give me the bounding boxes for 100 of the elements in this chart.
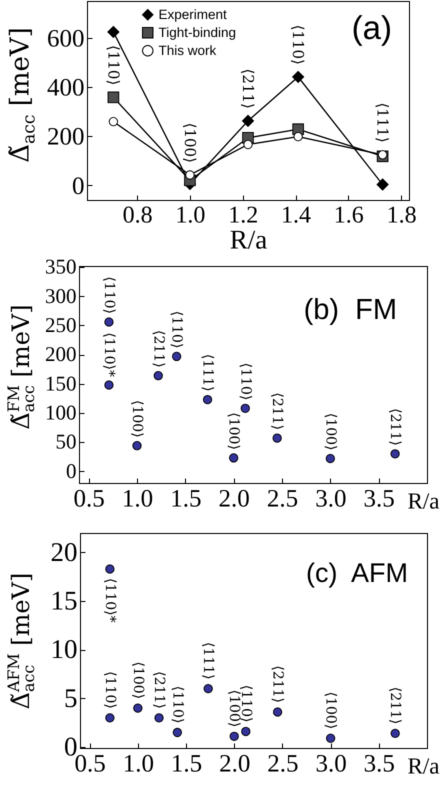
annotation: (c) AFM [306, 558, 408, 588]
point [243, 140, 253, 150]
y-tick-label: 250 [45, 313, 76, 337]
annotation: ⟨111⟩ [200, 642, 216, 680]
point [326, 454, 335, 464]
point [154, 371, 163, 380]
legend-label: This work [158, 42, 217, 58]
x-tick-label: 1.8 [386, 202, 417, 228]
x-tick-label: 1.6 [334, 202, 364, 228]
annotation: ⟨110⟩ [102, 671, 118, 709]
point [378, 150, 388, 160]
point [104, 317, 114, 327]
legend-label: Tight-binding [158, 24, 236, 40]
legend-label: Experiment [158, 6, 228, 22]
point [105, 564, 115, 574]
y-tick-label: 200 [45, 342, 76, 366]
annotation: ⟨110⟩* [102, 578, 118, 623]
y-tick-label: 600 [47, 25, 84, 52]
point [292, 70, 304, 83]
annotation: ⟨211⟩ [270, 665, 286, 704]
annotation: ⟨110⟩ [100, 276, 117, 314]
y-tick-label: 5 [64, 682, 78, 713]
x-tick-label: 3.5 [364, 750, 395, 778]
annotation: ⟨100⟩ [226, 412, 242, 450]
x-tick-label: 2.5 [266, 486, 298, 512]
annotation: ⟨100⟩ [129, 400, 145, 438]
y-tick-label: 150 [45, 371, 76, 396]
point [390, 728, 400, 738]
x-tick-label: 2.5 [267, 750, 299, 778]
annotation: ⟨211⟩ [239, 68, 257, 109]
y-tick-label: 300 [45, 284, 76, 308]
x-tick-label: 0.5 [74, 486, 105, 512]
point [230, 732, 239, 741]
x-tick-label: 3.0 [315, 750, 347, 778]
annotation: ⟨211⟩ [387, 408, 404, 446]
point [272, 707, 282, 717]
point [105, 713, 115, 722]
annotation: (b) FM [304, 294, 397, 326]
x-axis-title: R/a [408, 488, 440, 514]
x-tick-label: 1.0 [175, 202, 206, 228]
point [185, 170, 195, 180]
x-tick-label: 1.0 [122, 486, 154, 512]
annotation: ⟨100⟩ [130, 661, 146, 700]
x-tick-label: 0.5 [74, 750, 106, 778]
annotation: ⟨110⟩ [104, 44, 122, 86]
x-tick-label: 0.8 [122, 202, 153, 228]
annotation: ⟨211⟩ [150, 330, 166, 368]
annotation: ⟨110⟩ [237, 362, 254, 400]
point [108, 117, 118, 126]
point [133, 703, 142, 713]
x-tick-label: 1.0 [122, 750, 154, 778]
point [272, 433, 282, 443]
annotation: ⟨211⟩ [387, 686, 404, 724]
y-tick-label: 20 [50, 536, 78, 567]
annotation: (a) [352, 9, 392, 46]
x-tick-label: 1.5 [170, 750, 202, 778]
x-tick-label: 3.5 [364, 486, 395, 512]
y-tick-label: 400 [47, 74, 84, 102]
annotation: ⟨110⟩ [169, 686, 186, 724]
x-tick-label: 1.4 [281, 202, 312, 228]
annotation: ⟨110⟩ [168, 310, 185, 348]
point [172, 728, 182, 738]
annotation: ⟨100⟩ [226, 690, 242, 728]
annotation: ⟨111⟩ [200, 354, 216, 392]
x-tick-label: 2.0 [219, 750, 250, 778]
x-tick-label: 1.5 [170, 486, 202, 512]
point [229, 453, 238, 463]
annotation: ⟨100⟩ [322, 412, 338, 450]
point [376, 178, 389, 191]
point [390, 449, 400, 458]
annotation: ⟨211⟩ [269, 392, 286, 430]
annotation: ⟨110⟩* [100, 332, 117, 377]
y-tick-label: 200 [47, 124, 84, 151]
y-tick-label: 15 [50, 586, 78, 616]
annotation: ⟨100⟩ [180, 122, 199, 163]
x-axis-title: R/a [408, 754, 440, 778]
point [132, 441, 142, 450]
annotation: ⟨100⟩ [322, 692, 339, 730]
y-tick-label: 0 [72, 172, 84, 200]
x-tick-label: 2.0 [218, 486, 250, 512]
point [154, 713, 164, 722]
y-tick-label: 50 [56, 430, 76, 454]
annotation: ⟨110⟩ [289, 24, 308, 65]
point [294, 132, 303, 142]
point [326, 734, 336, 743]
annotation: ⟨211⟩ [151, 671, 168, 709]
point [240, 404, 250, 413]
y-tick-label: 0 [66, 458, 76, 483]
point [108, 91, 120, 104]
y-tick-label: 350 [45, 254, 76, 279]
point [104, 380, 114, 390]
y-tick-label: 100 [45, 400, 76, 424]
y-tick-label: 10 [50, 634, 78, 664]
annotation: ⟨111⟩ [374, 102, 392, 143]
point [107, 26, 120, 38]
point [241, 726, 250, 736]
point [172, 352, 182, 362]
point [202, 394, 212, 404]
point [242, 114, 254, 127]
point [204, 684, 213, 694]
